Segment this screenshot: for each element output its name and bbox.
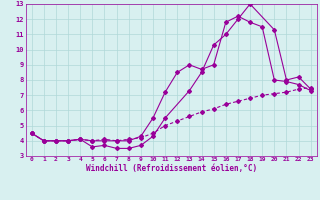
X-axis label: Windchill (Refroidissement éolien,°C): Windchill (Refroidissement éolien,°C) [86,164,257,173]
